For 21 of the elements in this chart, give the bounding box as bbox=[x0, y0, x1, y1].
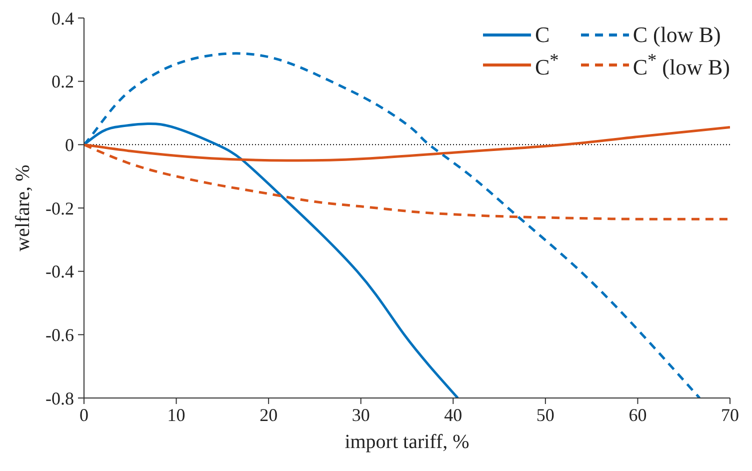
y-tick-label: -0.6 bbox=[46, 325, 74, 346]
x-axis-title: import tariff, % bbox=[344, 431, 470, 453]
x-tick-label: 50 bbox=[536, 404, 554, 425]
y-tick-label: -0.4 bbox=[46, 262, 74, 282]
x-tick-label: 10 bbox=[167, 404, 186, 425]
legend-label: C (low B) bbox=[632, 22, 721, 48]
x-tick-label: 20 bbox=[260, 404, 278, 425]
y-tick-label: -0.2 bbox=[46, 198, 74, 218]
y-tick-label: -0.8 bbox=[46, 388, 74, 408]
x-tick-label: 0 bbox=[80, 404, 88, 425]
x-tick-label: 60 bbox=[628, 404, 647, 425]
legend-label: C$^{*}$ bbox=[534, 50, 559, 80]
legend-label: C bbox=[534, 22, 550, 48]
y-axis-title: welfare, % bbox=[12, 164, 34, 252]
x-tick-label: 70 bbox=[721, 404, 739, 425]
x-tick-label: 40 bbox=[444, 404, 462, 425]
y-tick-label: 0.2 bbox=[52, 72, 74, 92]
legend-label: C$^{*}$ (low B) bbox=[632, 50, 730, 80]
y-tick-label: 0 bbox=[65, 135, 74, 156]
x-tick-label: 30 bbox=[352, 404, 370, 425]
y-tick-label: 0.4 bbox=[52, 8, 74, 28]
